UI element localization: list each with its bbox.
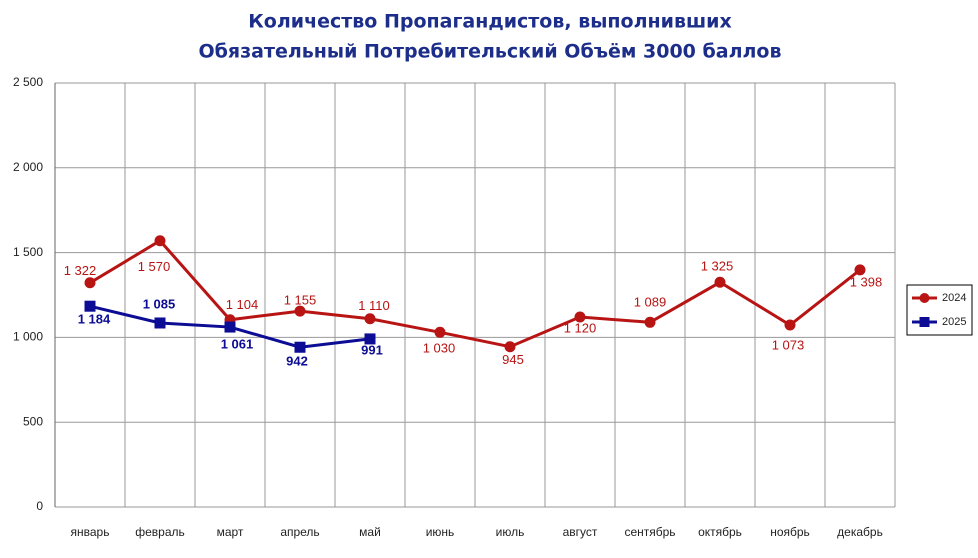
value-label: 1 110: [358, 298, 390, 313]
x-tick-label: июнь: [426, 525, 455, 539]
point: [364, 333, 376, 345]
y-tick-label: 2 000: [13, 160, 43, 174]
value-label: 1 570: [138, 259, 171, 274]
y-tick-label: 2 500: [13, 75, 43, 89]
point: [154, 235, 166, 247]
value-label: 1 085: [143, 296, 176, 311]
point: [364, 313, 376, 325]
chart-title: Обязательный Потребительский Объём 3000 …: [198, 41, 781, 63]
value-label: 1 322: [64, 263, 97, 278]
series-line: [89, 238, 861, 349]
y-tick-label: 1 500: [13, 245, 43, 259]
point: [574, 311, 586, 323]
point: [434, 326, 446, 338]
x-tick-label: август: [563, 525, 598, 539]
value-label: 1 398: [850, 274, 883, 289]
value-label: 1 104: [226, 297, 259, 312]
point: [294, 341, 306, 353]
point: [504, 341, 516, 353]
x-tick-label: октябрь: [698, 525, 742, 539]
x-tick-label: сентябрь: [624, 525, 675, 539]
value-label: 1 073: [772, 337, 805, 352]
x-tick-label: февраль: [135, 525, 185, 539]
point: [84, 277, 96, 289]
value-label: 945: [502, 352, 524, 367]
point: [154, 317, 166, 329]
legend-label: 2024: [942, 292, 966, 304]
point: [224, 321, 236, 333]
legend-box: [906, 284, 973, 336]
value-label: 1 030: [423, 341, 456, 356]
chart-title: Количество Пропагандистов, выполнивших: [248, 11, 731, 33]
x-tick-label: март: [217, 525, 244, 539]
point: [714, 276, 726, 288]
x-tick-label: июль: [496, 525, 525, 539]
y-tick-label: 500: [23, 414, 43, 428]
value-label: 1 089: [634, 295, 667, 310]
x-tick-label: январь: [71, 525, 110, 539]
y-tick-label: 1 000: [13, 330, 43, 344]
x-tick-label: апрель: [280, 525, 319, 539]
value-label: 1 155: [284, 293, 317, 308]
point: [644, 316, 656, 328]
point: [294, 305, 306, 317]
value-label: 1 120: [564, 320, 597, 335]
point: [854, 264, 866, 276]
value-label: 1 061: [221, 336, 254, 351]
value-label: 1 184: [78, 312, 111, 327]
x-tick-label: декабрь: [837, 525, 883, 539]
point: [84, 300, 96, 312]
value-label: 942: [286, 354, 308, 369]
value-label: 1 325: [701, 259, 734, 274]
legend-label: 2025: [942, 316, 966, 328]
value-label: 991: [361, 342, 383, 357]
y-tick-label: 0: [36, 499, 43, 513]
x-tick-label: ноябрь: [770, 525, 810, 539]
x-tick-label: май: [359, 525, 381, 539]
legend-marker: [919, 317, 930, 327]
legend-marker: [919, 293, 930, 303]
point: [784, 319, 796, 331]
